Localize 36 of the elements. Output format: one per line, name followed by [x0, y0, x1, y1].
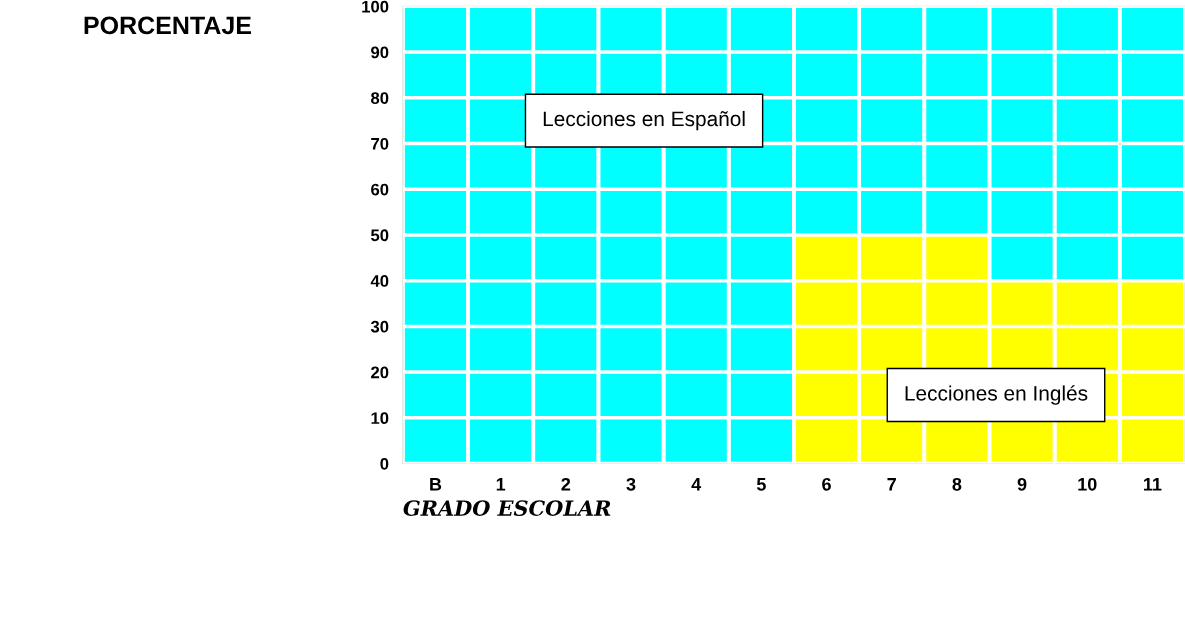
y-tick-label: 60: [371, 183, 389, 196]
x-axis-title: GRADO ESCOLAR: [403, 500, 611, 516]
bar: [861, 6, 923, 235]
x-tick-label: 4: [691, 478, 702, 491]
y-tick-label: 70: [371, 137, 389, 150]
x-tick-label: 10: [1078, 477, 1097, 491]
x-tick-label: 7: [887, 478, 896, 491]
bar: [795, 234, 858, 464]
x-tick-label: 2: [561, 477, 571, 491]
y-tick-label: 90: [371, 46, 389, 59]
y-tick-label: 40: [370, 275, 389, 287]
x-tick-label: 9: [1017, 477, 1027, 491]
y-tick-label: 80: [371, 92, 389, 104]
y-tick-label: 20: [371, 366, 389, 379]
series-label: Lecciones en Inglés: [905, 385, 1088, 405]
x-tick-label: 3: [626, 477, 636, 491]
y-tick-label: 100: [362, 0, 389, 13]
x-tick-label: 6: [822, 477, 831, 491]
bar: [1121, 6, 1184, 281]
x-tick-label: 8: [952, 477, 962, 491]
y-tick-label: 50: [370, 229, 389, 242]
bar: [991, 6, 1053, 281]
text: PORCENTAJE: [84, 16, 251, 35]
y-tick-label: 30: [370, 320, 389, 333]
x-tick-label: 11: [1144, 478, 1162, 491]
bar: [470, 6, 532, 464]
x-tick-label: 5: [756, 478, 766, 491]
y-tick-label: 0: [380, 457, 389, 470]
bar: [1121, 280, 1184, 464]
series-label: Lecciones en Español: [543, 110, 745, 131]
x-tick-label: B: [430, 478, 442, 491]
x-tick-label: 1: [496, 478, 506, 491]
y-tick-label: 10: [371, 412, 389, 425]
bar: [1056, 6, 1118, 281]
bar: [795, 6, 858, 235]
bar: [926, 6, 988, 235]
